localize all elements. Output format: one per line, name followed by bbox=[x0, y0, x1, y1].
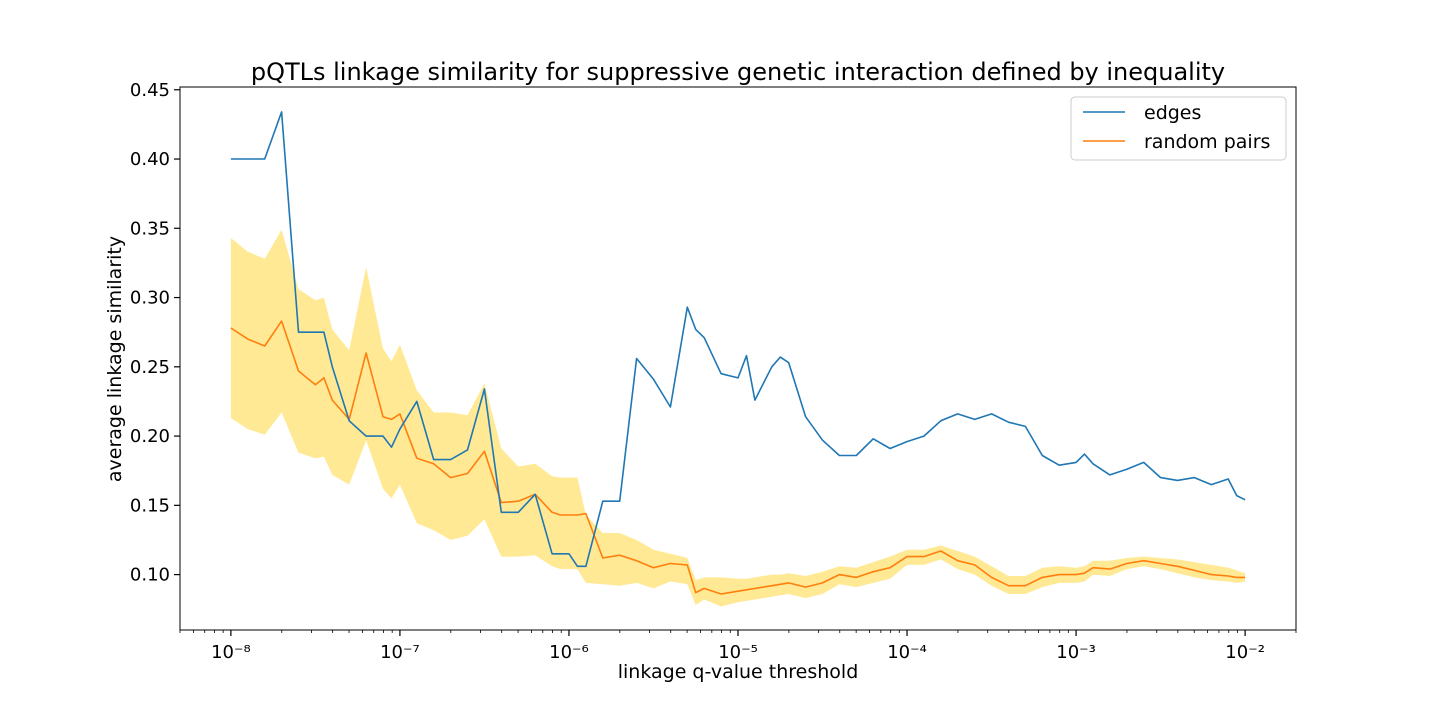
legend: edges random pairs bbox=[1070, 96, 1287, 161]
edges-line bbox=[230, 111, 1246, 568]
y-tick-label: 0.40 bbox=[130, 149, 170, 170]
y-axis-label: average linkage similarity bbox=[104, 236, 126, 482]
y-tick-label: 0.20 bbox=[130, 426, 170, 447]
y-tick-label: 0.45 bbox=[130, 80, 170, 101]
random-pairs-band bbox=[230, 229, 1246, 607]
random-pairs-line bbox=[230, 320, 1246, 595]
y-tick-label: 0.25 bbox=[130, 357, 170, 378]
y-tick-label: 0.10 bbox=[130, 565, 170, 586]
x-tick-label: 10⁻⁶ bbox=[549, 642, 589, 663]
chart-title: pQTLs linkage similarity for suppressive… bbox=[251, 58, 1225, 86]
x-tick-label: 10⁻² bbox=[1225, 642, 1265, 663]
legend-label-edges: edges bbox=[1144, 102, 1201, 124]
y-axis: 0.10 0.15 0.20 0.25 0.30 0.35 0.40 0.45 bbox=[130, 80, 180, 586]
confidence-band-layer bbox=[230, 229, 1246, 607]
x-axis-label: linkage q-value threshold bbox=[618, 661, 859, 683]
y-tick-label: 0.35 bbox=[130, 218, 170, 239]
legend-label-random-pairs: random pairs bbox=[1144, 131, 1270, 153]
series-layer bbox=[230, 111, 1246, 595]
x-tick-label: 10⁻⁵ bbox=[718, 642, 758, 663]
y-tick-label: 0.15 bbox=[130, 495, 170, 516]
x-tick-label: 10⁻⁷ bbox=[380, 642, 420, 663]
x-tick-label: 10⁻⁴ bbox=[887, 642, 927, 663]
y-tick-label: 0.30 bbox=[130, 288, 170, 309]
x-tick-label: 10⁻⁸ bbox=[211, 642, 251, 663]
x-tick-label: 10⁻³ bbox=[1056, 642, 1096, 663]
x-axis: 10⁻⁸ 10⁻⁷ 10⁻⁶ 10⁻⁵ 10⁻⁴ 10⁻³ 10⁻² bbox=[179, 630, 1297, 663]
